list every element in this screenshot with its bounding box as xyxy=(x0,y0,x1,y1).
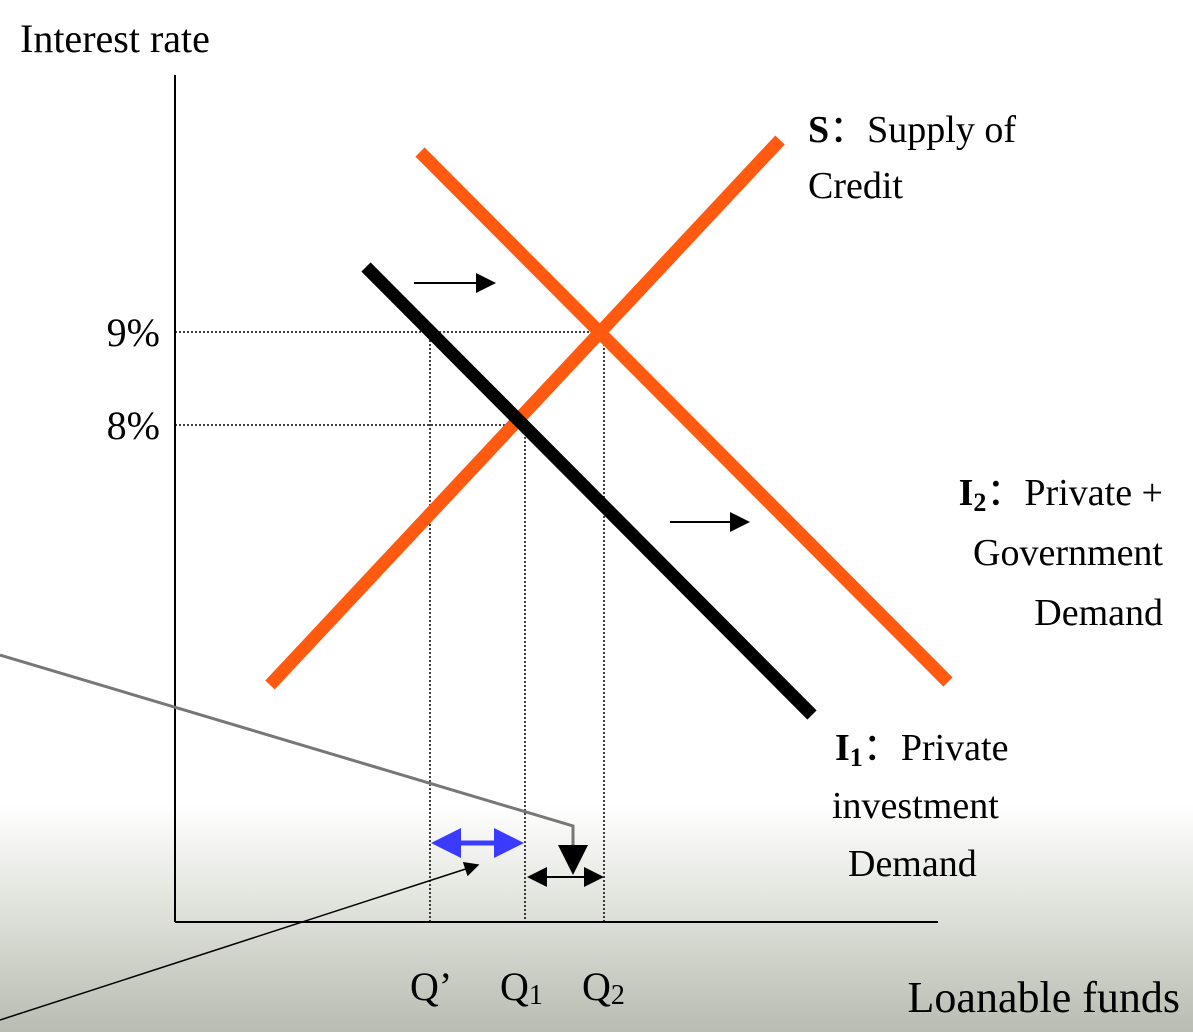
supply-label: Credit xyxy=(808,165,903,207)
demand-1-label: I1：Private xyxy=(835,727,1008,772)
demand-1-label: investment xyxy=(832,785,999,827)
separator: ： xyxy=(986,472,1024,514)
symbol: S xyxy=(808,109,829,151)
demand-2-label: Demand xyxy=(1034,592,1163,634)
y-axis-label: Interest rate xyxy=(20,16,210,61)
supply-curve xyxy=(265,135,785,690)
callout-line xyxy=(0,862,480,1021)
x-axis-label: Loanable funds xyxy=(908,973,1180,1022)
sub: 2 xyxy=(973,488,986,517)
separator: ： xyxy=(863,727,901,769)
demand-2-curve xyxy=(415,147,953,687)
q-base: Q xyxy=(582,964,611,1009)
rate-tick: 8% xyxy=(107,403,160,448)
quantity-tick: Q1 xyxy=(500,964,543,1011)
label-line: Private xyxy=(901,727,1009,769)
label-line: Supply of xyxy=(867,109,1016,151)
q-sub: 1 xyxy=(529,980,543,1011)
symbol: I xyxy=(835,727,850,769)
q-sub: 2 xyxy=(611,980,625,1011)
q-base: Q xyxy=(500,964,529,1009)
supply-label: S：Supply of xyxy=(808,109,1016,151)
guides xyxy=(175,331,605,922)
q-base: Q’ xyxy=(410,964,452,1009)
demand-1-curve xyxy=(361,262,817,720)
sub: 1 xyxy=(850,743,863,772)
rate-tick: 9% xyxy=(107,310,160,355)
callout-line xyxy=(0,653,588,875)
demand-2-label: Government xyxy=(973,532,1163,574)
label-line: Private + xyxy=(1024,472,1163,514)
separator: ： xyxy=(829,109,867,151)
quantity-tick: Q2 xyxy=(582,964,625,1011)
quantity-tick: Q’ xyxy=(410,964,452,1009)
demand-1-label: Demand xyxy=(848,843,977,885)
demand-2-label: I2：Private + xyxy=(959,472,1163,517)
symbol: I xyxy=(959,472,974,514)
